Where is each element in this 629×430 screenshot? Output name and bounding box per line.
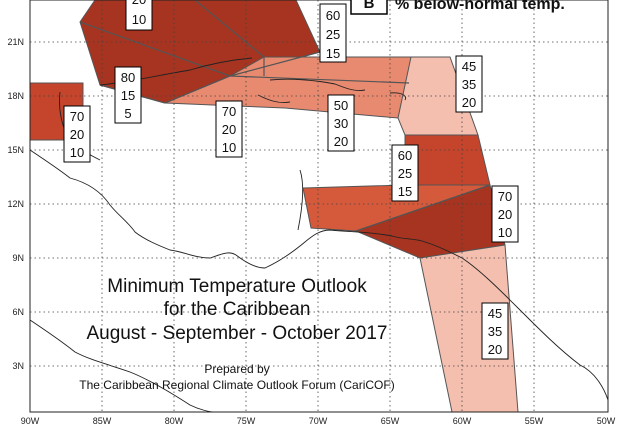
lon-label: 85W [93,416,112,426]
prob-box-hispaniola: 50 30 20 [327,94,355,152]
prob-value: 10 [70,145,84,160]
lon-label: 60W [453,416,472,426]
prob-value: 70 [70,109,84,124]
lon-label: 75W [237,416,256,426]
lat-label: 12N [7,199,24,209]
prob-value: 10 [498,225,512,240]
prob-box-windwards: 60 25 15 [391,144,419,202]
prob-value: 45 [488,306,502,321]
prob-value: 20 [498,207,512,222]
prob-value: 15 [121,88,135,103]
legend-letter-box [350,0,388,15]
prob-value: 70 [498,189,512,204]
lon-label: 90W [21,416,40,426]
legend-letter: B [364,0,375,12]
region-borders [79,0,491,232]
lat-label: 15N [7,145,24,155]
prob-box-lesser-antilles-north: 45 35 20 [455,55,483,113]
title-line-3: August - September - October 2017 [87,323,388,344]
lat-label: 6N [12,307,24,317]
prob-box-top-partial: 20 10 [125,0,153,31]
prob-value: 60 [326,8,340,23]
lat-label: 21N [7,37,24,47]
title-line-1: Minimum Temperature Outlook [107,276,367,297]
credit-line-1: Prepared by [204,362,269,376]
prob-value: 50 [334,98,348,113]
latitude-labels: 21N 18N 15N 12N 9N 6N 3N [7,37,24,371]
lon-label: 80W [165,416,184,426]
title-line-2: for the Caribbean [164,299,311,320]
map-border [29,0,609,413]
prob-value: 20 [132,0,146,7]
map-title: Minimum Temperature Outlook for the Cari… [79,276,394,392]
prob-value: 20 [334,134,348,149]
prob-value: 10 [132,12,146,27]
lon-label: 50W [597,416,616,426]
prob-value: 35 [462,77,476,92]
prob-box-jamaica: 70 20 10 [215,100,243,158]
legend-text: % below-normal temp. [395,0,565,13]
prob-value: 15 [398,184,412,199]
lon-label: 70W [309,416,328,426]
lon-label: 55W [525,416,544,426]
prob-value: 35 [488,324,502,339]
prob-value: 20 [462,95,476,110]
prob-value: 70 [222,104,236,119]
prob-value: 20 [222,122,236,137]
prob-box-trinidad: 70 20 10 [491,185,519,243]
lat-label: 3N [12,361,24,371]
prob-value: 80 [121,70,135,85]
prob-value: 10 [222,140,236,155]
prob-value: 60 [398,148,412,163]
prob-value: 20 [70,127,84,142]
prob-box-guianas: 45 35 20 [481,302,509,360]
legend: B % below-normal temp. [350,0,565,15]
probability-boxes: 20 10 60 25 15 45 35 20 80 15 5 70 20 10 [63,0,519,360]
lat-label: 9N [12,253,24,263]
lat-label: 18N [7,91,24,101]
lon-label: 65W [381,416,400,426]
prob-value: 15 [326,46,340,61]
prob-box-cuba: 80 15 5 [114,66,142,124]
prob-box-bahamas: 60 25 15 [319,3,347,63]
prob-value: 5 [124,106,131,121]
longitude-labels: 90W 85W 80W 75W 70W 65W 60W 55W 50W [21,416,616,426]
prob-box-belize: 70 20 10 [63,105,91,163]
prob-value: 45 [462,59,476,74]
prob-value: 20 [488,342,502,357]
credit-line-2: The Caribbean Regional Climate Outlook F… [79,378,394,392]
prob-value: 30 [334,116,348,131]
prob-value: 25 [398,166,412,181]
prob-value: 25 [326,27,340,42]
